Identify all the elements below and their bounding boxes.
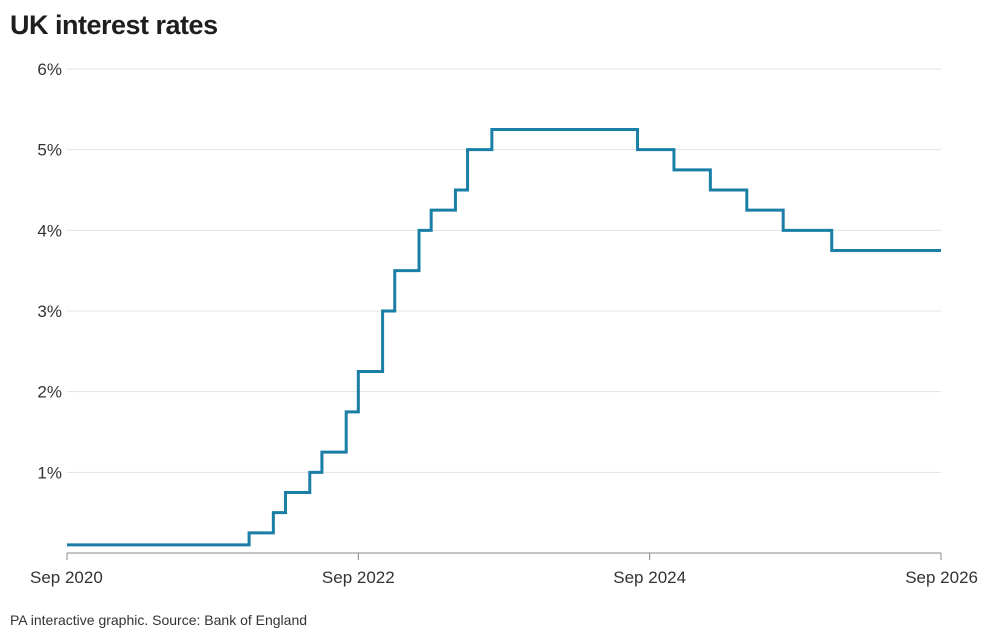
x-axis-ticks: Sep 2020 Sep 2022 Sep 2024 Sep 2026	[30, 553, 978, 587]
x-tick-label: Sep 2024	[613, 568, 686, 587]
x-tick-label: Sep 2026	[905, 568, 978, 587]
gridlines	[67, 68, 941, 473]
x-tick-label: Sep 2022	[322, 568, 395, 587]
y-tick-label: 3%	[37, 302, 62, 321]
y-axis-ticks: 1% 2% 3% 4% 5% 6%	[37, 60, 62, 482]
x-tick-label: Sep 2020	[30, 568, 103, 587]
y-tick-label: 6%	[37, 60, 62, 79]
y-tick-label: 5%	[37, 141, 62, 160]
source-note: PA interactive graphic. Source: Bank of …	[10, 612, 308, 628]
series-line-bank-rate	[67, 128, 941, 547]
y-tick-label: 1%	[37, 463, 62, 482]
y-tick-label: 2%	[37, 383, 62, 402]
series-group	[67, 128, 941, 547]
chart-title: UK interest rates	[10, 10, 218, 40]
y-tick-label: 4%	[37, 221, 62, 240]
